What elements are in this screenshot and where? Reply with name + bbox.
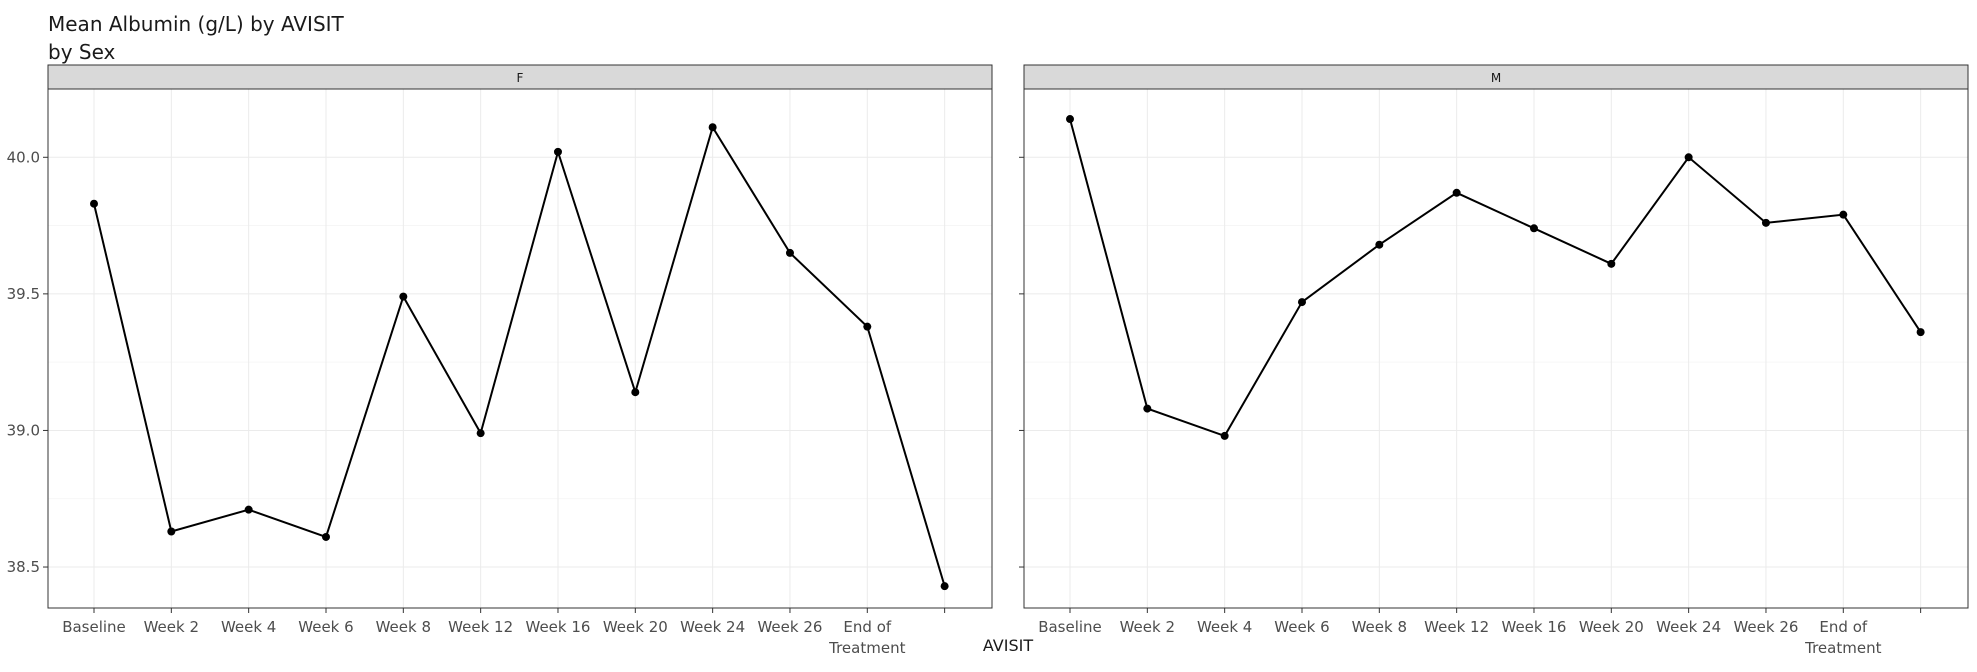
data-point-M: [1143, 404, 1152, 413]
x-tick-label: Week 26: [757, 618, 822, 636]
x-tick-label: Week 26: [1733, 618, 1798, 636]
data-point-M: [1916, 328, 1925, 337]
x-tick-label: Week 20: [603, 618, 668, 636]
data-point-F: [167, 527, 176, 536]
panel-background-F: [48, 89, 992, 608]
data-point-F: [321, 532, 330, 541]
x-tick-label: Week 12: [448, 618, 513, 636]
x-tick-label: Week 6: [298, 618, 353, 636]
data-point-M: [1452, 188, 1461, 197]
data-point-M: [1220, 431, 1229, 440]
data-point-F: [476, 429, 485, 438]
x-tick-label: End of Treatment: [1804, 618, 1881, 657]
x-tick-label: Week 8: [1352, 618, 1407, 636]
data-point-F: [244, 505, 253, 514]
data-point-F: [553, 147, 562, 156]
y-tick-label: 39.0: [7, 421, 40, 439]
x-tick-label: Week 24: [1656, 618, 1721, 636]
data-point-F: [940, 582, 949, 591]
x-tick-label: Week 12: [1424, 618, 1489, 636]
x-tick-label: End of Treatment: [828, 618, 905, 657]
data-point-M: [1839, 210, 1848, 219]
x-tick-label: Week 4: [1197, 618, 1252, 636]
x-tick-label: Baseline: [1038, 618, 1102, 636]
data-point-M: [1684, 153, 1693, 162]
x-tick-label: Week 16: [1502, 618, 1567, 636]
x-tick-label: Week 2: [144, 618, 199, 636]
data-point-F: [631, 388, 640, 397]
data-point-F: [863, 322, 872, 331]
data-point-M: [1529, 224, 1538, 233]
facet-strip-M: [1023, 64, 1969, 90]
x-tick-label: Week 6: [1274, 618, 1329, 636]
chart-subtitle: by Sex: [48, 40, 116, 64]
chart-title: Mean Albumin (g/L) by AVISIT: [48, 12, 344, 36]
x-tick-label: Week 2: [1120, 618, 1175, 636]
y-tick-label: 40.0: [7, 148, 40, 166]
panel-background-M: [1024, 89, 1968, 608]
facet-strip-F: [47, 64, 993, 90]
data-point-M: [1607, 259, 1616, 268]
data-point-M: [1066, 115, 1074, 124]
x-tick-label: Week 20: [1579, 618, 1644, 636]
x-tick-label: Baseline: [62, 618, 126, 636]
data-point-F: [90, 199, 98, 208]
y-tick-label: 39.5: [7, 285, 40, 303]
data-point-F: [785, 248, 794, 257]
series-line-F: [93, 124, 946, 587]
x-tick-label: Week 24: [680, 618, 745, 636]
data-point-M: [1761, 218, 1770, 227]
y-tick-label: 38.5: [7, 558, 40, 576]
x-axis-title: AVISIT: [983, 636, 1033, 655]
data-point-F: [708, 123, 717, 132]
x-tick-label: Week 4: [221, 618, 276, 636]
data-point-M: [1297, 298, 1306, 307]
x-tick-label: Week 16: [526, 618, 591, 636]
facet-strip-label: M: [1491, 71, 1501, 85]
x-tick-label: Week 8: [376, 618, 431, 636]
facet-strip-label: F: [517, 71, 524, 85]
series-line-M: [1069, 118, 1922, 438]
data-point-F: [399, 292, 408, 301]
data-point-M: [1375, 240, 1384, 249]
